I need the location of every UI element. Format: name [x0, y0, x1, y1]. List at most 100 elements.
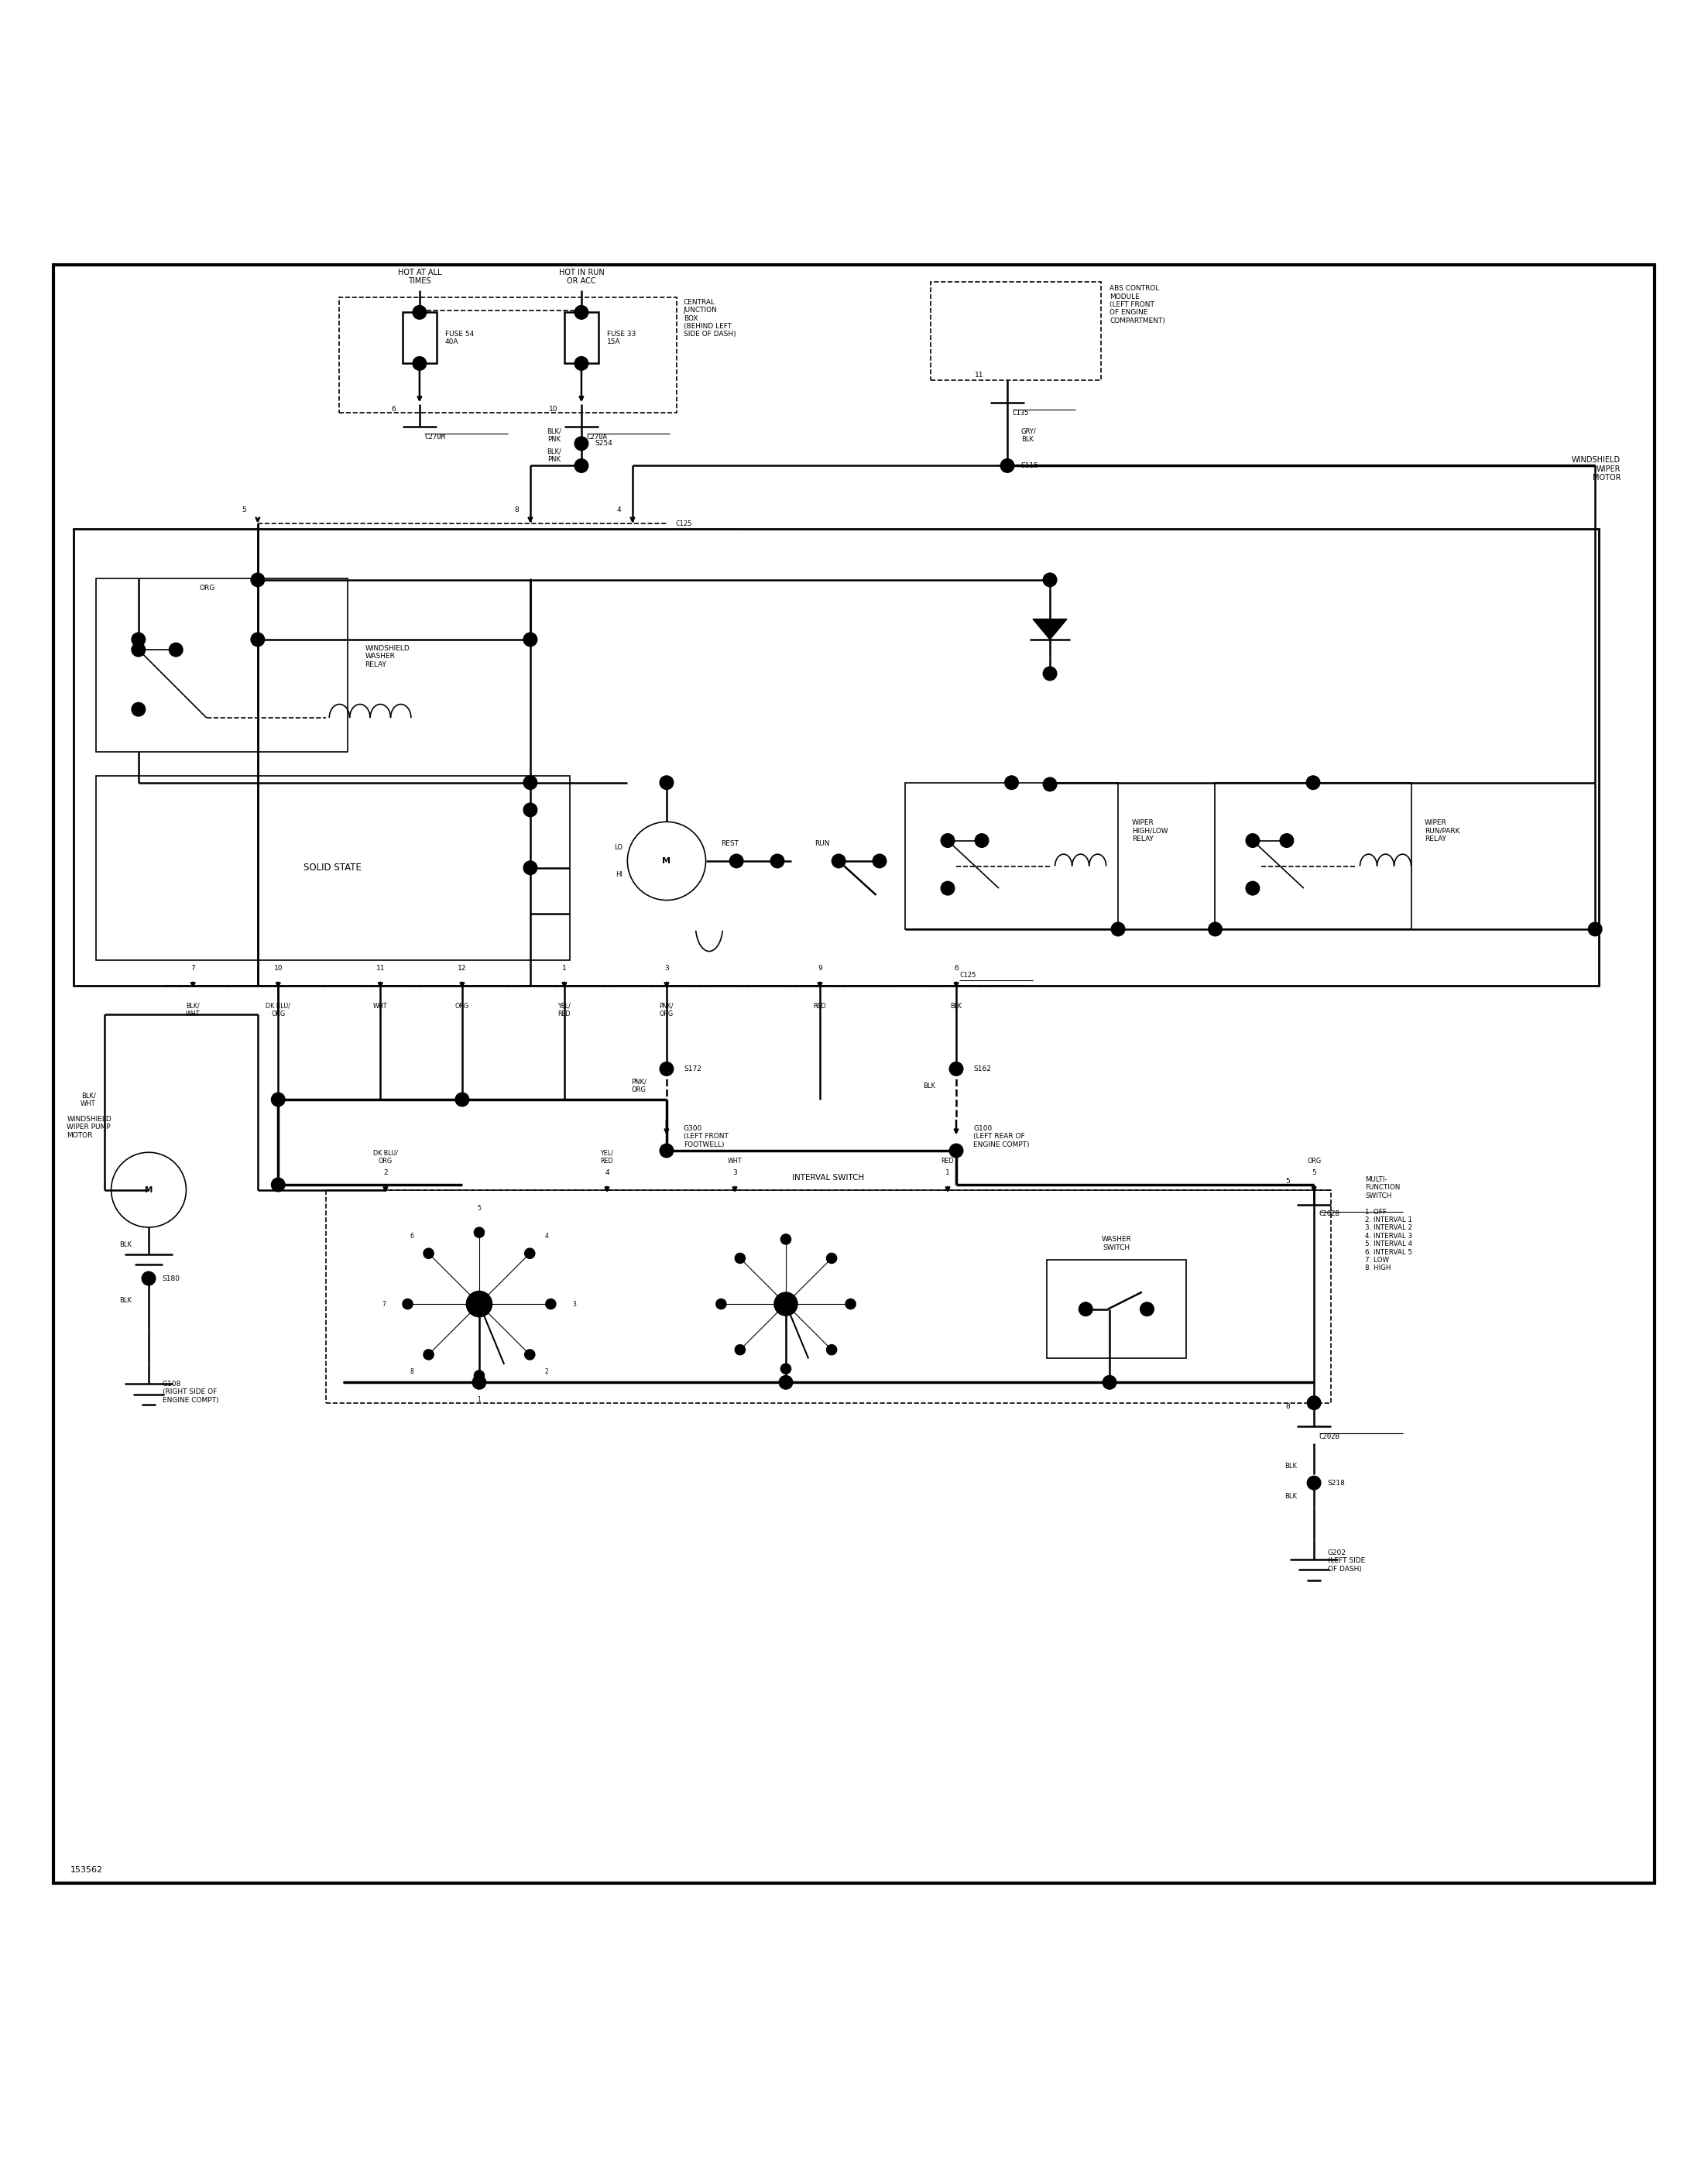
Circle shape — [251, 574, 265, 587]
Text: C270M: C270M — [425, 433, 446, 439]
Circle shape — [132, 643, 145, 656]
Circle shape — [1307, 1396, 1320, 1409]
Text: S115: S115 — [1021, 461, 1038, 470]
Circle shape — [873, 855, 886, 868]
Bar — [96, 578, 348, 751]
Circle shape — [845, 1299, 856, 1310]
Circle shape — [169, 643, 183, 656]
Circle shape — [413, 357, 427, 370]
Circle shape — [770, 855, 784, 868]
Text: 11: 11 — [975, 372, 984, 379]
Text: BLK: BLK — [924, 1082, 936, 1089]
Text: WHT: WHT — [728, 1158, 741, 1165]
Text: WINDSHIELD
WIPER PUMP
MOTOR: WINDSHIELD WIPER PUMP MOTOR — [67, 1115, 111, 1139]
Bar — [340, 297, 676, 414]
Bar — [931, 281, 1102, 381]
Circle shape — [1044, 574, 1057, 587]
Circle shape — [781, 1234, 791, 1245]
Text: 4: 4 — [605, 1169, 610, 1176]
Text: C270A: C270A — [586, 433, 608, 439]
Circle shape — [1044, 777, 1057, 790]
Circle shape — [272, 1178, 285, 1191]
Text: S162: S162 — [974, 1065, 991, 1072]
Text: BLK: BLK — [120, 1241, 132, 1247]
Circle shape — [1141, 1303, 1155, 1316]
Circle shape — [779, 1375, 793, 1390]
Circle shape — [142, 1271, 155, 1286]
Text: M: M — [145, 1186, 152, 1193]
Circle shape — [950, 1143, 963, 1158]
Text: S180: S180 — [162, 1275, 179, 1282]
Circle shape — [524, 1249, 535, 1258]
Circle shape — [781, 1364, 791, 1375]
Circle shape — [272, 1093, 285, 1106]
Circle shape — [734, 1344, 745, 1355]
Circle shape — [523, 775, 536, 790]
Text: 1: 1 — [946, 1169, 950, 1176]
Circle shape — [774, 1293, 798, 1316]
Text: INTERVAL SWITCH: INTERVAL SWITCH — [793, 1173, 864, 1182]
Circle shape — [475, 1228, 485, 1238]
Circle shape — [941, 834, 955, 847]
Text: 5: 5 — [243, 507, 246, 513]
Text: BLK/
WHT: BLK/ WHT — [186, 1002, 200, 1018]
Circle shape — [659, 1143, 673, 1158]
Text: 2: 2 — [383, 1169, 388, 1176]
Circle shape — [475, 1370, 485, 1381]
Circle shape — [1044, 667, 1057, 680]
Text: 6: 6 — [955, 966, 958, 972]
Text: RED: RED — [941, 1158, 955, 1165]
Circle shape — [473, 1375, 487, 1390]
Text: PNK/
ORG: PNK/ ORG — [630, 1078, 646, 1093]
Text: YEL/
RED: YEL/ RED — [601, 1150, 613, 1165]
Circle shape — [716, 1299, 726, 1310]
Circle shape — [424, 1349, 434, 1360]
Text: DK BLU/
ORG: DK BLU/ ORG — [372, 1150, 398, 1165]
Circle shape — [524, 1349, 535, 1360]
Circle shape — [574, 459, 588, 472]
Bar — [73, 528, 1599, 985]
Bar — [1047, 1260, 1187, 1357]
Circle shape — [729, 855, 743, 868]
Circle shape — [827, 1254, 837, 1264]
Text: 4: 4 — [545, 1234, 548, 1241]
Text: 6: 6 — [391, 407, 396, 414]
Circle shape — [545, 1299, 555, 1310]
Text: BLK/
PNK: BLK/ PNK — [547, 427, 560, 442]
Circle shape — [1279, 834, 1293, 847]
Circle shape — [827, 1344, 837, 1355]
Text: 2: 2 — [545, 1368, 548, 1375]
Text: LO: LO — [613, 844, 622, 851]
Text: BLK/
PNK: BLK/ PNK — [547, 448, 560, 463]
Text: 8: 8 — [514, 507, 519, 513]
Circle shape — [1112, 922, 1126, 935]
Text: G300
(LEFT FRONT
FOOTWELL): G300 (LEFT FRONT FOOTWELL) — [683, 1126, 728, 1147]
Text: 3: 3 — [572, 1301, 577, 1308]
Circle shape — [1307, 775, 1320, 790]
Text: WIPER
RUN/PARK
RELAY: WIPER RUN/PARK RELAY — [1424, 818, 1460, 842]
Bar — [326, 1191, 1331, 1403]
Text: 1: 1 — [477, 1396, 482, 1403]
Text: 3: 3 — [733, 1169, 736, 1176]
Text: BLK: BLK — [950, 1002, 962, 1009]
Text: 5: 5 — [1312, 1169, 1317, 1176]
Circle shape — [456, 1093, 470, 1106]
Text: C135: C135 — [1013, 409, 1030, 416]
Text: 10: 10 — [273, 966, 282, 972]
Text: BLK: BLK — [1284, 1461, 1296, 1470]
Text: ORG: ORG — [1307, 1158, 1320, 1165]
Circle shape — [1001, 459, 1015, 472]
Circle shape — [523, 862, 536, 875]
Text: 11: 11 — [376, 966, 384, 972]
Text: WINDSHIELD
WASHER
RELAY: WINDSHIELD WASHER RELAY — [366, 645, 410, 669]
Text: CENTRAL
JUNCTION
BOX
(BEHIND LEFT
SIDE OF DASH): CENTRAL JUNCTION BOX (BEHIND LEFT SIDE O… — [683, 299, 736, 338]
Bar — [96, 775, 569, 959]
Circle shape — [1588, 922, 1602, 935]
Text: RUN: RUN — [815, 840, 830, 847]
Polygon shape — [1033, 619, 1068, 639]
Text: FUSE 33
15A: FUSE 33 15A — [606, 331, 635, 346]
Text: WHT: WHT — [374, 1002, 388, 1009]
Text: 3: 3 — [664, 966, 670, 972]
Text: BLK: BLK — [1284, 1494, 1296, 1500]
Text: G108
(RIGHT SIDE OF
ENGINE COMPT): G108 (RIGHT SIDE OF ENGINE COMPT) — [162, 1381, 219, 1403]
